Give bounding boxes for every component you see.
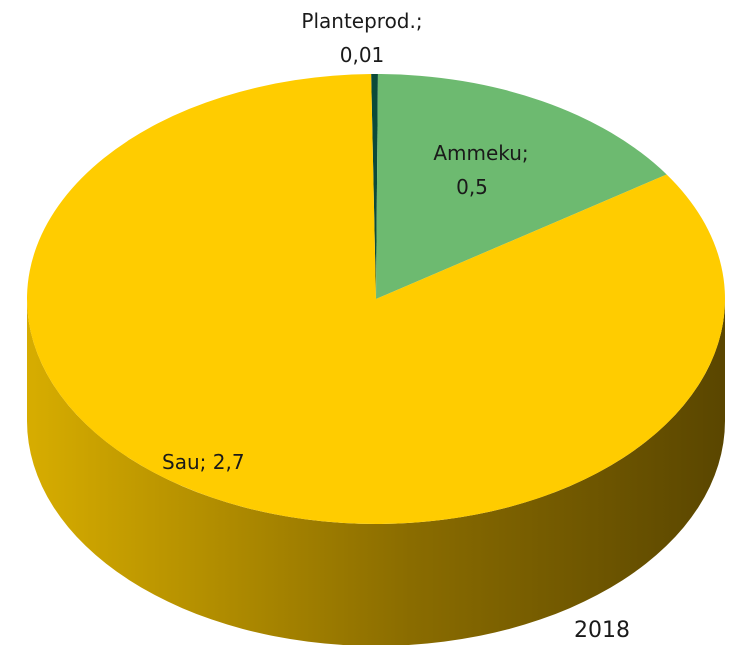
pie-slice-planteprod [371,74,378,299]
slice-label-sau: Sau; 2,7 [162,450,245,474]
pie-side-wall [27,299,725,645]
pie-slice-ammeku [376,74,667,299]
year-annotation: 2018 [574,618,630,643]
slice-value-planteprod: 0,01 [340,43,385,67]
slice-label-planteprod: Planteprod.; [301,9,422,33]
slice-value-ammeku: 0,5 [456,175,488,199]
slice-label-ammeku: Ammeku; [433,141,528,165]
pie-slices [27,74,726,525]
pie-slice-sau [27,74,726,525]
